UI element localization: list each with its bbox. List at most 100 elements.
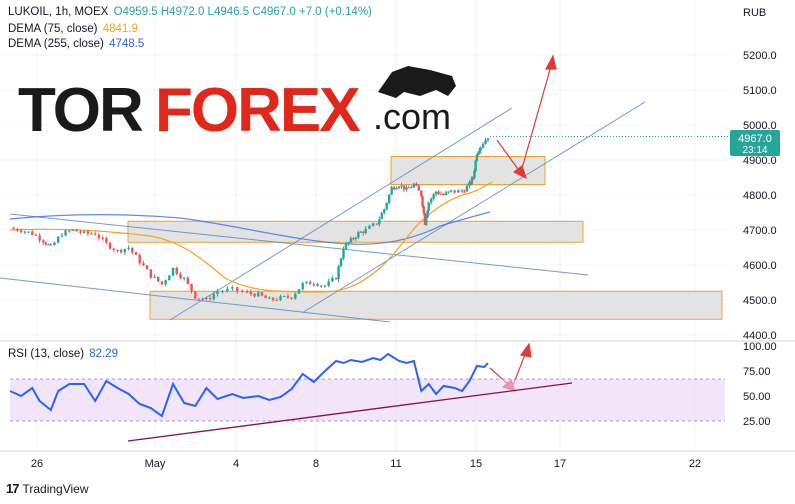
logo-tor: TOR	[18, 76, 143, 145]
bull-icon	[378, 66, 456, 98]
candle-body	[297, 289, 301, 294]
time-tick-label: 15	[470, 458, 482, 470]
candle-body	[138, 254, 141, 264]
candle-body	[42, 240, 45, 243]
candle-body	[331, 277, 334, 282]
torforex-logo: TOR FOREX .com	[18, 66, 456, 145]
candle-body	[79, 231, 82, 233]
svg-text:23:14: 23:14	[742, 145, 767, 156]
price-tick-label: 4900.0	[743, 155, 777, 167]
candle-body	[442, 194, 445, 196]
dema255-legend[interactable]: DEMA (255, close) 4748.5	[8, 38, 144, 50]
rsi-band	[10, 379, 725, 421]
time-tick-label: 4	[233, 458, 239, 470]
candle-body	[168, 275, 171, 281]
tradingview-footer[interactable]: 17 TradingView	[6, 481, 89, 496]
candle-body	[201, 298, 204, 300]
candle-body	[320, 285, 323, 287]
currency-label: RUB	[743, 7, 766, 19]
candle-body	[323, 285, 327, 287]
arrow-up-line	[520, 65, 552, 173]
candle-body	[349, 238, 353, 243]
price-tick-label: 4600.0	[743, 260, 777, 272]
rsi-axis: 100.00 75.00 50.00 25.00	[743, 341, 777, 428]
last-price-tag: 4967.0 23:14	[730, 130, 780, 156]
candle-body	[108, 242, 112, 249]
candle-body	[86, 231, 90, 234]
dema75-legend[interactable]: DEMA (75, close) 4841.9	[8, 23, 138, 35]
candle-body	[447, 191, 450, 193]
candle-body	[212, 294, 215, 299]
candle-body	[383, 209, 386, 214]
candle-body	[357, 232, 360, 238]
candle-body	[145, 265, 149, 270]
candle-body	[164, 280, 167, 285]
candle-body	[56, 236, 60, 243]
candle-body	[427, 202, 430, 211]
tradingview-brand: TradingView	[22, 481, 89, 496]
time-axis: 26 May 4 8 11 15 17 22	[31, 458, 701, 470]
price-tick-label: 5200.0	[743, 50, 777, 62]
candle-body	[94, 233, 97, 235]
candle-body	[38, 235, 41, 241]
time-tick-label: 26	[31, 458, 43, 470]
candle-body	[486, 138, 490, 141]
candle-body	[268, 297, 271, 299]
price-zone	[127, 220, 584, 243]
candle-body	[308, 281, 312, 285]
candle-body	[260, 292, 264, 296]
candle-body	[208, 298, 212, 300]
rsi-legend[interactable]: RSI (13, close) 82.29	[8, 348, 118, 360]
price-tick-label: 4500.0	[743, 295, 777, 307]
candle-body	[334, 277, 338, 280]
candle-body	[421, 196, 424, 207]
candle-body	[112, 248, 115, 251]
candle-body	[186, 277, 190, 284]
candle-body	[226, 288, 229, 292]
candle-body	[380, 213, 383, 220]
channel-upper	[169, 107, 513, 321]
candle-body	[101, 238, 104, 240]
candle-body	[44, 242, 48, 245]
candle-body	[415, 183, 418, 186]
candle-body	[90, 233, 93, 235]
candle-body	[131, 247, 134, 253]
candle-body	[127, 247, 130, 249]
candle-body	[49, 244, 52, 246]
candle-body	[153, 276, 156, 278]
rsi-tick-label: 25.00	[743, 416, 771, 428]
price-tick-label: 4800.0	[743, 190, 777, 202]
candle-body	[264, 295, 267, 299]
candle-body	[420, 190, 423, 197]
candle-body	[182, 277, 186, 279]
candle-body	[439, 193, 443, 195]
rsi-line	[9, 352, 489, 418]
candle-body	[434, 191, 438, 195]
price-tick-label: 5000.0	[743, 120, 777, 132]
candle-body	[385, 202, 388, 210]
rsi-pane	[9, 352, 725, 442]
candle-body	[286, 296, 290, 298]
candle-body	[390, 187, 393, 195]
candle-body	[105, 238, 108, 243]
candle-body	[34, 234, 38, 236]
candle-body	[157, 276, 160, 282]
candle-body	[457, 190, 460, 193]
arrow-up-head	[544, 54, 557, 70]
price-zone	[149, 290, 723, 320]
candle-body	[53, 242, 56, 246]
candle-body	[16, 228, 19, 231]
candle-body	[47, 244, 50, 246]
symbol-label[interactable]: LUKOIL, 1h, MOEX	[8, 6, 109, 18]
candle-body	[371, 223, 375, 226]
candle-body	[257, 292, 260, 297]
candle-body	[478, 150, 481, 153]
candle-body	[231, 287, 234, 289]
candle-body	[190, 283, 193, 292]
candle-body	[241, 290, 244, 292]
time-tick-label: May	[145, 458, 166, 470]
candle-body	[283, 296, 286, 298]
candle-body	[387, 194, 391, 203]
dema-255-line	[9, 211, 491, 245]
